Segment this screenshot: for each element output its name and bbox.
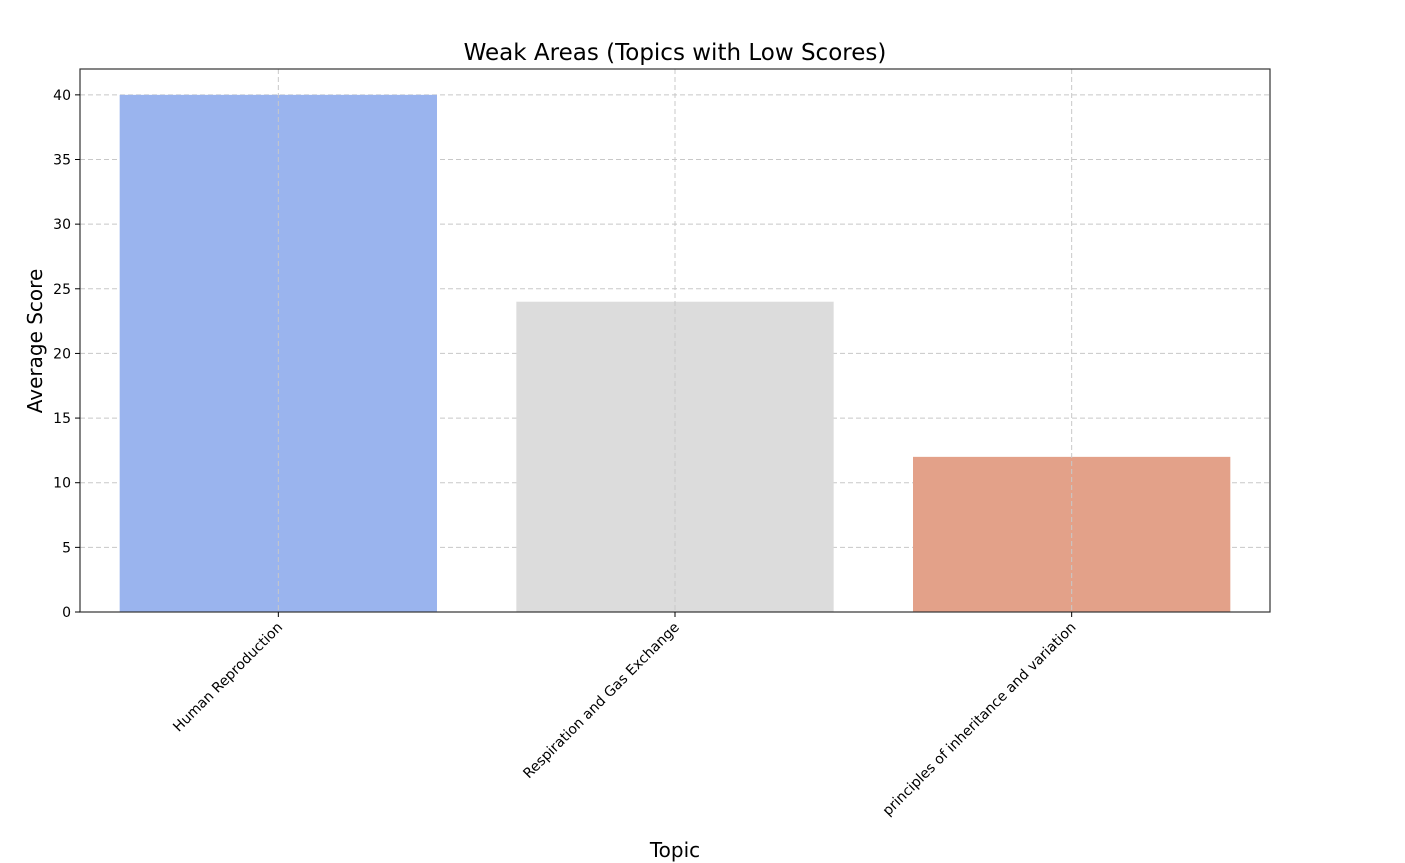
y-tick-label: 25 bbox=[53, 282, 71, 298]
y-tick-label: 35 bbox=[53, 153, 71, 169]
y-tick-label: 40 bbox=[53, 88, 71, 104]
x-tick-label: Respiration and Gas Exchange bbox=[520, 620, 682, 782]
y-tick-label: 30 bbox=[53, 217, 71, 233]
x-axis-label: Topic bbox=[649, 838, 700, 862]
x-tick-label: Human Reproduction bbox=[170, 620, 286, 736]
y-tick-label: 20 bbox=[53, 346, 71, 362]
x-tick-label: principles of inheritance and variation bbox=[880, 620, 1080, 820]
y-tick-label: 15 bbox=[53, 411, 71, 427]
y-tick-label: 0 bbox=[62, 605, 71, 621]
y-tick-label: 5 bbox=[62, 540, 71, 556]
y-axis-label: Average Score bbox=[23, 269, 47, 414]
y-axis-ticks: 0 5 10 15 20 25 30 35 40 bbox=[53, 88, 80, 621]
x-grid-layer bbox=[277, 69, 1073, 612]
chart-title: Weak Areas (Topics with Low Scores) bbox=[464, 40, 887, 66]
y-tick-label: 10 bbox=[53, 476, 71, 492]
x-axis-ticks: Human Reproduction Respiration and Gas Ex… bbox=[170, 612, 1079, 819]
